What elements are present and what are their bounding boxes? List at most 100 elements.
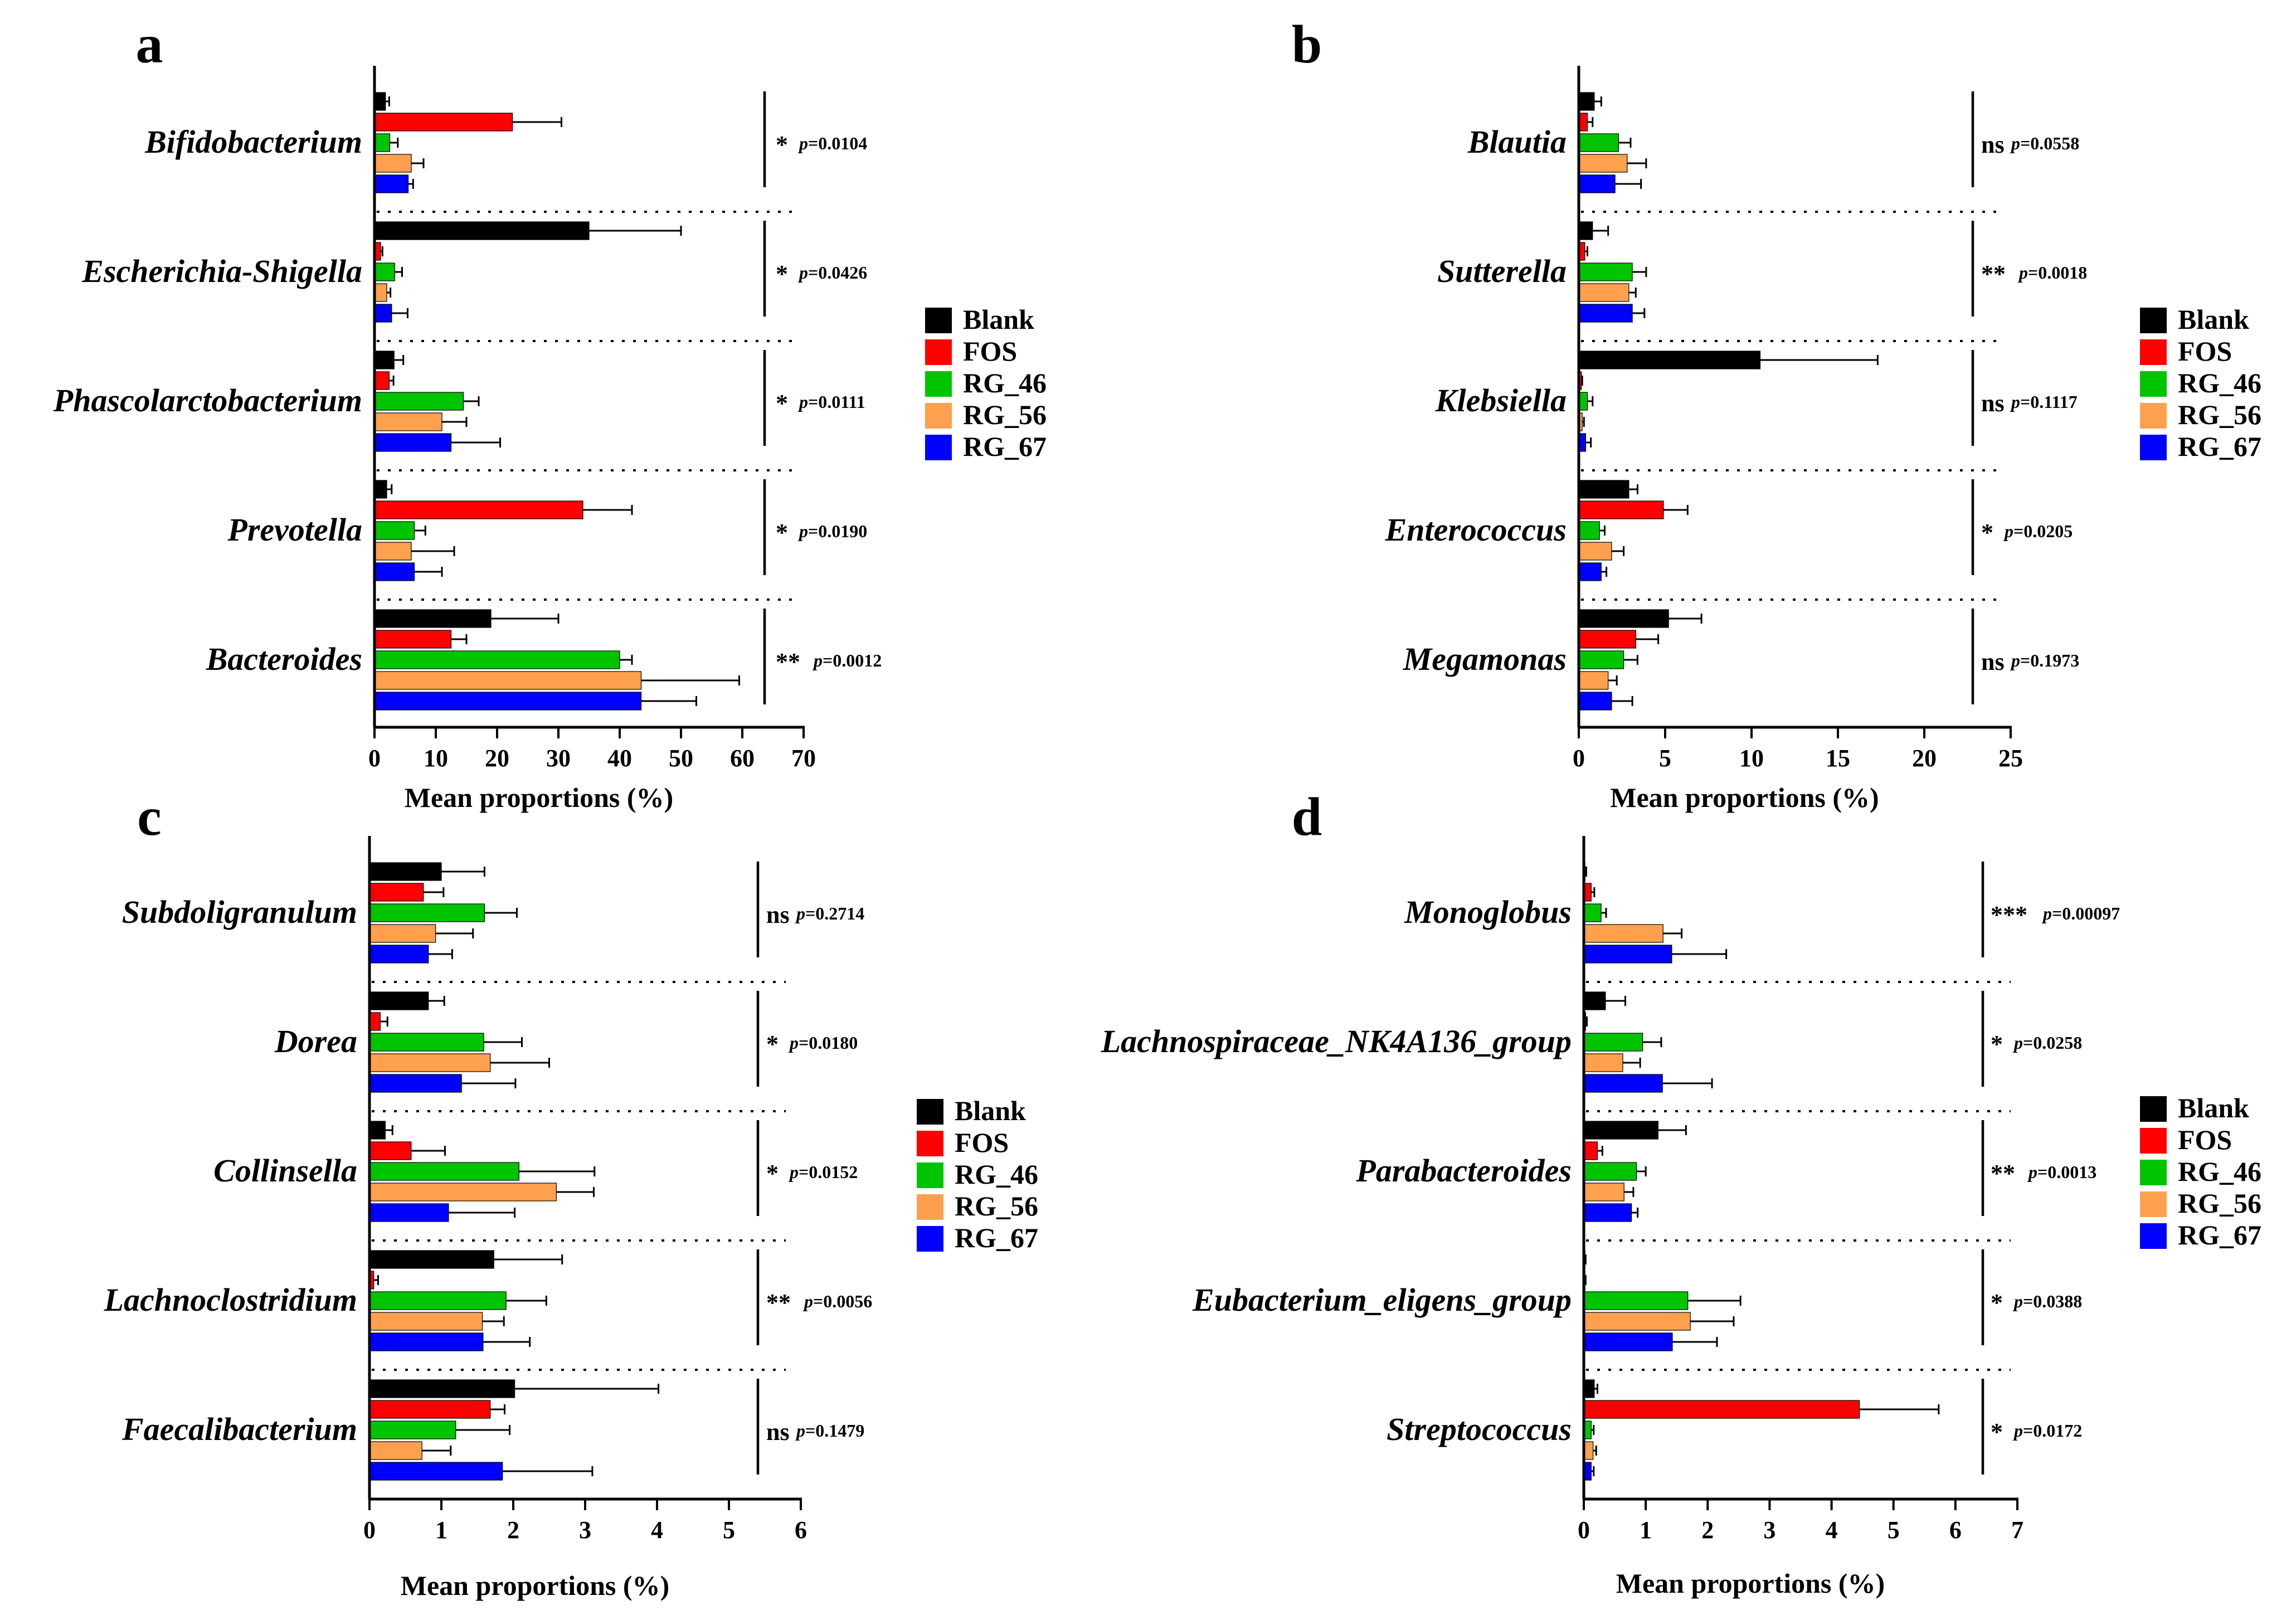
p-number: =0.0190 xyxy=(808,521,867,541)
bar-streptococcus-fos xyxy=(1583,1400,1860,1419)
legend-swatch-rg-67 xyxy=(2140,1223,2167,1249)
p-symbol: p xyxy=(795,1420,805,1441)
p-symbol: p xyxy=(2041,903,2052,923)
bar-streptococcus-rg-56 xyxy=(1583,1441,1594,1460)
bar-collinsella-rg-46 xyxy=(369,1162,519,1181)
x-tick-label-5: 5 xyxy=(1888,1516,1900,1544)
bar-megamonas-rg-67 xyxy=(1578,692,1612,711)
bar-dorea-fos xyxy=(369,1012,381,1031)
x-tick-label-25: 25 xyxy=(1998,745,2023,772)
bar-enterococcus-blank xyxy=(1578,480,1629,499)
p-value-eubacterium-eligens-group: p=0.0388 xyxy=(2012,1291,2082,1311)
significance-mark-bacteroides: ** xyxy=(776,648,800,675)
category-label-lachnospiraceae-nk4a136-group: Lachnospiraceae_NK4A136_group xyxy=(1101,1023,1572,1059)
p-value-lachnoclostridium: p=0.0056 xyxy=(802,1291,872,1311)
bar-parabacteroides-rg-46 xyxy=(1583,1162,1637,1181)
bar-eubacterium-eligens-group-rg-56 xyxy=(1583,1312,1691,1331)
legend-swatch-blank xyxy=(917,1099,943,1125)
x-tick-label-0: 0 xyxy=(1573,745,1585,772)
bar-prevotella-rg-56 xyxy=(374,542,412,561)
p-symbol: p xyxy=(788,1162,799,1182)
bar-subdoligranulum-blank xyxy=(369,862,442,881)
bar-phascolarctobacterium-rg-56 xyxy=(374,412,442,431)
legend-label-fos: FOS xyxy=(2178,1124,2232,1155)
bar-bacteroides-rg-67 xyxy=(374,692,642,711)
bar-subdoligranulum-rg-67 xyxy=(369,945,429,964)
significance-mark-monoglobus: *** xyxy=(1991,901,2027,928)
p-symbol: p xyxy=(2012,1291,2023,1311)
significance-mark-enterococcus: * xyxy=(1981,519,1993,546)
significance-mark-faecalibacterium: ns xyxy=(766,1418,790,1446)
bar-escherichia-shigella-rg-67 xyxy=(374,304,392,323)
bar-megamonas-rg-46 xyxy=(1578,650,1624,669)
p-number: =0.0111 xyxy=(808,392,865,412)
bar-lachnoclostridium-rg-46 xyxy=(369,1291,507,1310)
bar-dorea-rg-56 xyxy=(369,1053,491,1072)
p-number: =0.0056 xyxy=(813,1291,872,1311)
category-label-monoglobus: Monoglobus xyxy=(1404,894,1572,930)
x-tick-label-0: 0 xyxy=(363,1516,376,1544)
x-tick-label-70: 70 xyxy=(791,745,816,772)
legend-swatch-rg-56 xyxy=(2140,403,2167,429)
bar-streptococcus-blank xyxy=(1583,1379,1595,1398)
x-axis-title: Mean proportions (%) xyxy=(405,782,673,813)
bar-lachnospiraceae-nk4a136-group-blank xyxy=(1583,991,1606,1010)
x-tick-label-30: 30 xyxy=(546,745,571,772)
bar-collinsella-blank xyxy=(369,1121,386,1140)
x-tick-label-1: 1 xyxy=(435,1516,447,1544)
category-label-eubacterium-eligens-group: Eubacterium_eligens_group xyxy=(1192,1282,1572,1318)
bar-phascolarctobacterium-rg-46 xyxy=(374,392,464,411)
p-value-klebsiella: p=0.1117 xyxy=(2010,392,2078,412)
p-number: =0.0558 xyxy=(2020,133,2079,153)
legend-label-blank: Blank xyxy=(2178,1092,2249,1123)
p-value-lachnospiraceae-nk4a136-group: p=0.0258 xyxy=(2012,1033,2082,1053)
bar-monoglobus-rg-46 xyxy=(1583,903,1602,922)
x-tick-label-4: 4 xyxy=(651,1516,663,1544)
legend-label-rg-67: RG_67 xyxy=(955,1222,1038,1253)
x-tick-label-20: 20 xyxy=(485,745,509,772)
p-value-streptococcus: p=0.0172 xyxy=(2012,1420,2082,1441)
significance-mark-eubacterium-eligens-group: * xyxy=(1991,1289,2003,1316)
x-tick-label-10: 10 xyxy=(424,745,448,772)
bar-escherichia-shigella-rg-56 xyxy=(374,283,387,302)
bar-phascolarctobacterium-rg-67 xyxy=(374,433,452,452)
bar-blautia-blank xyxy=(1578,92,1595,111)
legend-swatch-fos xyxy=(2140,339,2167,365)
bar-collinsella-fos xyxy=(369,1141,412,1160)
p-symbol: p xyxy=(2010,133,2020,153)
bar-collinsella-rg-67 xyxy=(369,1203,449,1222)
bar-lachnoclostridium-rg-56 xyxy=(369,1312,483,1331)
bar-sutterella-rg-46 xyxy=(1578,262,1633,281)
bar-bacteroides-rg-56 xyxy=(374,671,642,690)
x-axis-title: Mean proportions (%) xyxy=(1616,1568,1885,1599)
p-symbol: p xyxy=(812,650,823,670)
bar-enterococcus-rg-67 xyxy=(1578,562,1602,581)
panel-letter: d xyxy=(1292,787,1322,847)
p-value-prevotella: p=0.0190 xyxy=(797,521,867,541)
bar-faecalibacterium-blank xyxy=(369,1379,515,1398)
category-label-subdoligranulum: Subdoligranulum xyxy=(122,894,357,930)
p-symbol: p xyxy=(2017,262,2028,283)
x-tick-label-40: 40 xyxy=(607,745,632,772)
bar-bifidobacterium-rg-46 xyxy=(374,133,391,152)
legend-swatch-rg-67 xyxy=(2140,435,2167,460)
bar-collinsella-rg-56 xyxy=(369,1183,557,1201)
category-label-sutterella: Sutterella xyxy=(1437,253,1567,289)
x-tick-label-6: 6 xyxy=(1949,1516,1962,1544)
p-value-faecalibacterium: p=0.1479 xyxy=(795,1420,864,1441)
legend-swatch-rg-56 xyxy=(2140,1191,2167,1217)
p-value-parabacteroides: p=0.0013 xyxy=(2027,1162,2096,1182)
category-label-phascolarctobacterium: Phascolarctobacterium xyxy=(53,382,362,419)
p-symbol: p xyxy=(797,262,808,283)
bar-dorea-rg-46 xyxy=(369,1033,484,1052)
p-number: =0.0013 xyxy=(2037,1162,2096,1182)
bar-sutterella-blank xyxy=(1578,221,1593,240)
x-tick-label-2: 2 xyxy=(507,1516,519,1544)
p-number: =0.0172 xyxy=(2023,1420,2082,1441)
p-value-subdoligranulum: p=0.2714 xyxy=(795,903,864,923)
panel-letter: c xyxy=(137,787,162,847)
p-number: =0.0426 xyxy=(808,262,867,283)
legend-label-rg-46: RG_46 xyxy=(963,367,1047,398)
category-label-klebsiella: Klebsiella xyxy=(1435,382,1567,419)
